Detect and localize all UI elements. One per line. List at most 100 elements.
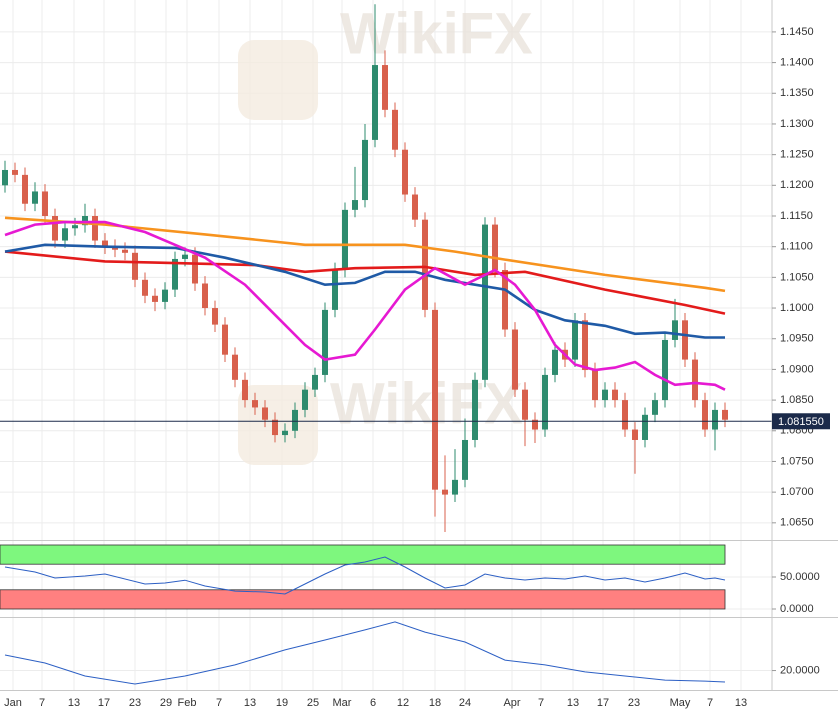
indicator-line [4, 556, 726, 595]
candle-body [122, 249, 128, 253]
candle-body [502, 270, 508, 330]
candle-body [702, 400, 708, 430]
x-tick-label: 7 [707, 697, 713, 709]
plot [0, 4, 772, 685]
y-tick-label: 1.1000 [780, 302, 814, 314]
candle-body [22, 174, 28, 204]
candle-body [712, 409, 718, 430]
candle-body [92, 216, 98, 241]
x-tick-label: 7 [39, 697, 45, 709]
moving-average [4, 250, 726, 315]
candle-body [62, 228, 68, 241]
candle-body [672, 320, 678, 340]
y-tick-label: 50.0000 [780, 571, 820, 583]
candle-body [632, 429, 638, 440]
indicator-line [4, 621, 726, 685]
candle-body [242, 379, 248, 401]
grid [0, 0, 772, 690]
y-tick-label: 1.1250 [780, 149, 814, 161]
candle-body [212, 308, 218, 325]
watermark: WikiFX [340, 1, 533, 66]
candle-body [332, 270, 338, 310]
y-tick-label: 1.1300 [780, 118, 814, 130]
candle-body [662, 339, 668, 401]
candle-body [52, 216, 58, 241]
candle-body [542, 374, 548, 430]
x-tick-label: 13 [68, 697, 80, 709]
candle-body [162, 289, 168, 302]
x-tick-label: 19 [276, 697, 288, 709]
candle-body [572, 320, 578, 360]
y-tick-label: 1.1150 [780, 210, 813, 222]
candle-body [522, 389, 528, 420]
y-tick-label: 1.1450 [780, 26, 814, 38]
y-tick-label: 1.0850 [780, 394, 814, 406]
candle-body [342, 209, 348, 270]
candle-body [292, 409, 298, 431]
x-tick-label: 18 [429, 697, 441, 709]
candle-body [652, 400, 658, 415]
band [0, 544, 726, 565]
candle-body [112, 246, 118, 250]
candle-body [32, 191, 38, 204]
candle-body [552, 349, 558, 375]
x-tick-label: Feb [178, 697, 197, 709]
y-tick-label: 1.0900 [780, 363, 814, 375]
x-tick-label: Jan [4, 697, 22, 709]
candle-body [252, 400, 258, 408]
candle-body [392, 109, 398, 150]
watermark-logo [238, 40, 318, 120]
x-tick-label: Mar [333, 697, 352, 709]
candle-body [172, 258, 178, 290]
candle-body [272, 419, 278, 436]
candle-body [472, 379, 478, 440]
candle-body [432, 309, 438, 490]
x-tick-label: 24 [459, 697, 471, 709]
candle-body [82, 216, 88, 226]
candle-body [362, 139, 368, 201]
candle-body [282, 430, 288, 436]
candle-body [12, 169, 18, 175]
x-tick-label: 13 [567, 697, 579, 709]
candle-body [602, 389, 608, 401]
candle-body [692, 359, 698, 401]
y-tick-label: 0.0000 [780, 603, 814, 615]
y-tick-label: 1.0750 [780, 455, 814, 467]
x-tick-label: 25 [307, 697, 319, 709]
moving-average [4, 220, 726, 391]
x-tick-label: 23 [628, 697, 640, 709]
candle-body [482, 224, 488, 380]
candle-body [682, 320, 688, 360]
candle-body [442, 489, 448, 495]
y-tick-label: 1.1100 [780, 241, 813, 253]
y-tick-label: 1.1050 [780, 271, 814, 283]
x-tick-label: 6 [370, 697, 376, 709]
candle-body [312, 374, 318, 390]
candle-body [152, 295, 158, 302]
candle-body [532, 419, 538, 430]
y-tick-label: 1.0650 [780, 517, 814, 529]
candle-body [722, 409, 728, 420]
candle-body [302, 389, 308, 410]
y-tick-label: 20.0000 [780, 664, 820, 676]
candle-body [492, 224, 498, 270]
last-price-label: 1.081550 [778, 416, 824, 428]
candle-body [612, 389, 618, 401]
x-tick-label: 12 [397, 697, 409, 709]
candle-body [102, 240, 108, 247]
candle-body [132, 252, 138, 280]
candle-body [512, 329, 518, 390]
y-tick-label: 1.1350 [780, 87, 814, 99]
x-tick-label: 13 [244, 697, 256, 709]
moving-average [4, 216, 726, 293]
candle-body [182, 254, 188, 259]
candle-body [582, 320, 588, 371]
candle-body [452, 479, 458, 495]
x-tick-label: 17 [597, 697, 609, 709]
x-tick-label: 13 [735, 697, 747, 709]
x-tick-label: 23 [129, 697, 141, 709]
candle-body [462, 439, 468, 480]
